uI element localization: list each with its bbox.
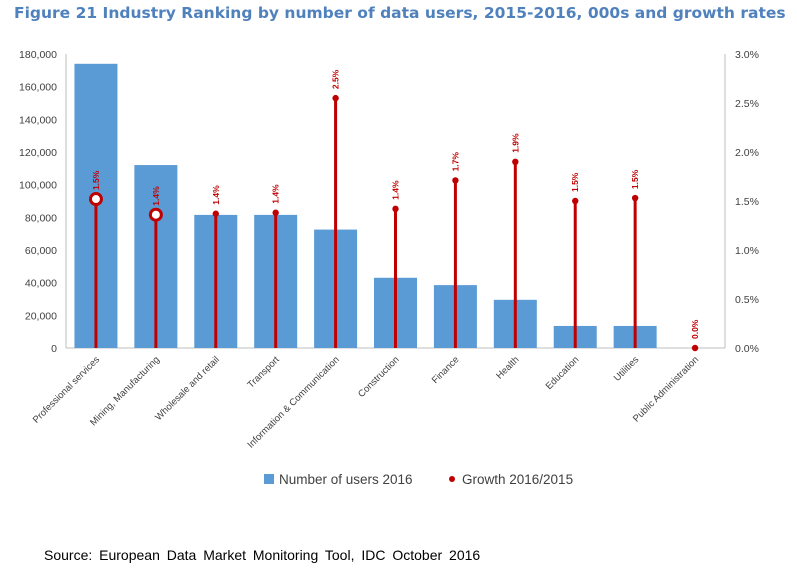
source-note: Source: European Data Market Monitoring … [44,547,481,563]
category-label: Professional services [31,354,102,425]
growth-data-label: 1.9% [510,133,520,153]
category-label: Health [494,354,521,381]
growth-point [691,344,699,352]
growth-point [392,205,399,213]
y-right-tick-label: 1.0% [735,245,759,257]
y-left-tick-label: 140,000 [19,114,57,126]
y-left-tick-label: 180,000 [19,49,57,61]
growth-point [212,210,219,217]
legend-swatch-growth [449,476,455,482]
growth-data-label: 1.5% [570,172,580,192]
y-right-tick-label: 3.0% [735,49,759,61]
growth-data-label: 1.4% [271,184,281,204]
y-left-tick-label: 120,000 [19,147,57,159]
legend-label-users: Number of users 2016 [279,472,413,487]
y-right-tick-label: 0.5% [735,294,759,306]
y-left-tick-label: 40,000 [25,278,57,290]
category-label: Mining, Manufacturing [88,354,162,428]
growth-data-label: 1.4% [391,180,401,200]
y-right-tick-label: 1.5% [735,196,759,208]
growth-point [272,209,279,216]
y-left-tick-label: 0 [51,343,57,355]
category-label: Utilities [612,354,642,384]
chart-canvas: 0 20,000 40,000 60,000 80,000 100,000 120,000 1… [19,49,759,487]
growth-data-label: 1.4% [211,185,221,205]
category-label: Transport [246,354,283,391]
growth-point-highlight [88,192,103,207]
growth-point-highlight [148,207,163,222]
category-label: Wholesale and retail [153,354,222,423]
growth-point [631,194,639,202]
y-left-tick-label: 160,000 [19,82,57,94]
growth-point [512,158,519,165]
growth-data-label: 0.0% [690,319,700,339]
growth-data-label: 1.4% [151,186,161,206]
legend-label-growth: Growth 2016/2015 [462,472,573,487]
y-left-tick-label: 80,000 [25,212,57,224]
category-label: Public Administration [631,354,701,424]
y-left-tick-label: 60,000 [25,245,57,257]
category-label: Education [544,354,582,392]
y-right-tick-label: 0.0% [735,343,759,355]
growth-point [572,197,579,205]
growth-data-label: 1.7% [450,152,460,172]
growth-data-label: 1.5% [630,169,640,189]
y-right-tick-label: 2.0% [735,147,759,159]
growth-point [332,94,339,102]
y-left-tick-label: 20,000 [25,310,57,322]
y-right-tick-label: 2.5% [735,98,759,110]
growth-point [452,177,459,184]
growth-data-label: 2.5% [331,69,341,89]
chart-title: Figure 21 Industry Ranking by number of … [14,4,786,22]
growth-data-label: 1.5% [91,170,101,190]
y-left-tick-label: 100,000 [19,180,57,192]
category-label: Construction [356,354,401,399]
legend-swatch-users [264,474,274,484]
category-label: Finance [430,354,462,386]
